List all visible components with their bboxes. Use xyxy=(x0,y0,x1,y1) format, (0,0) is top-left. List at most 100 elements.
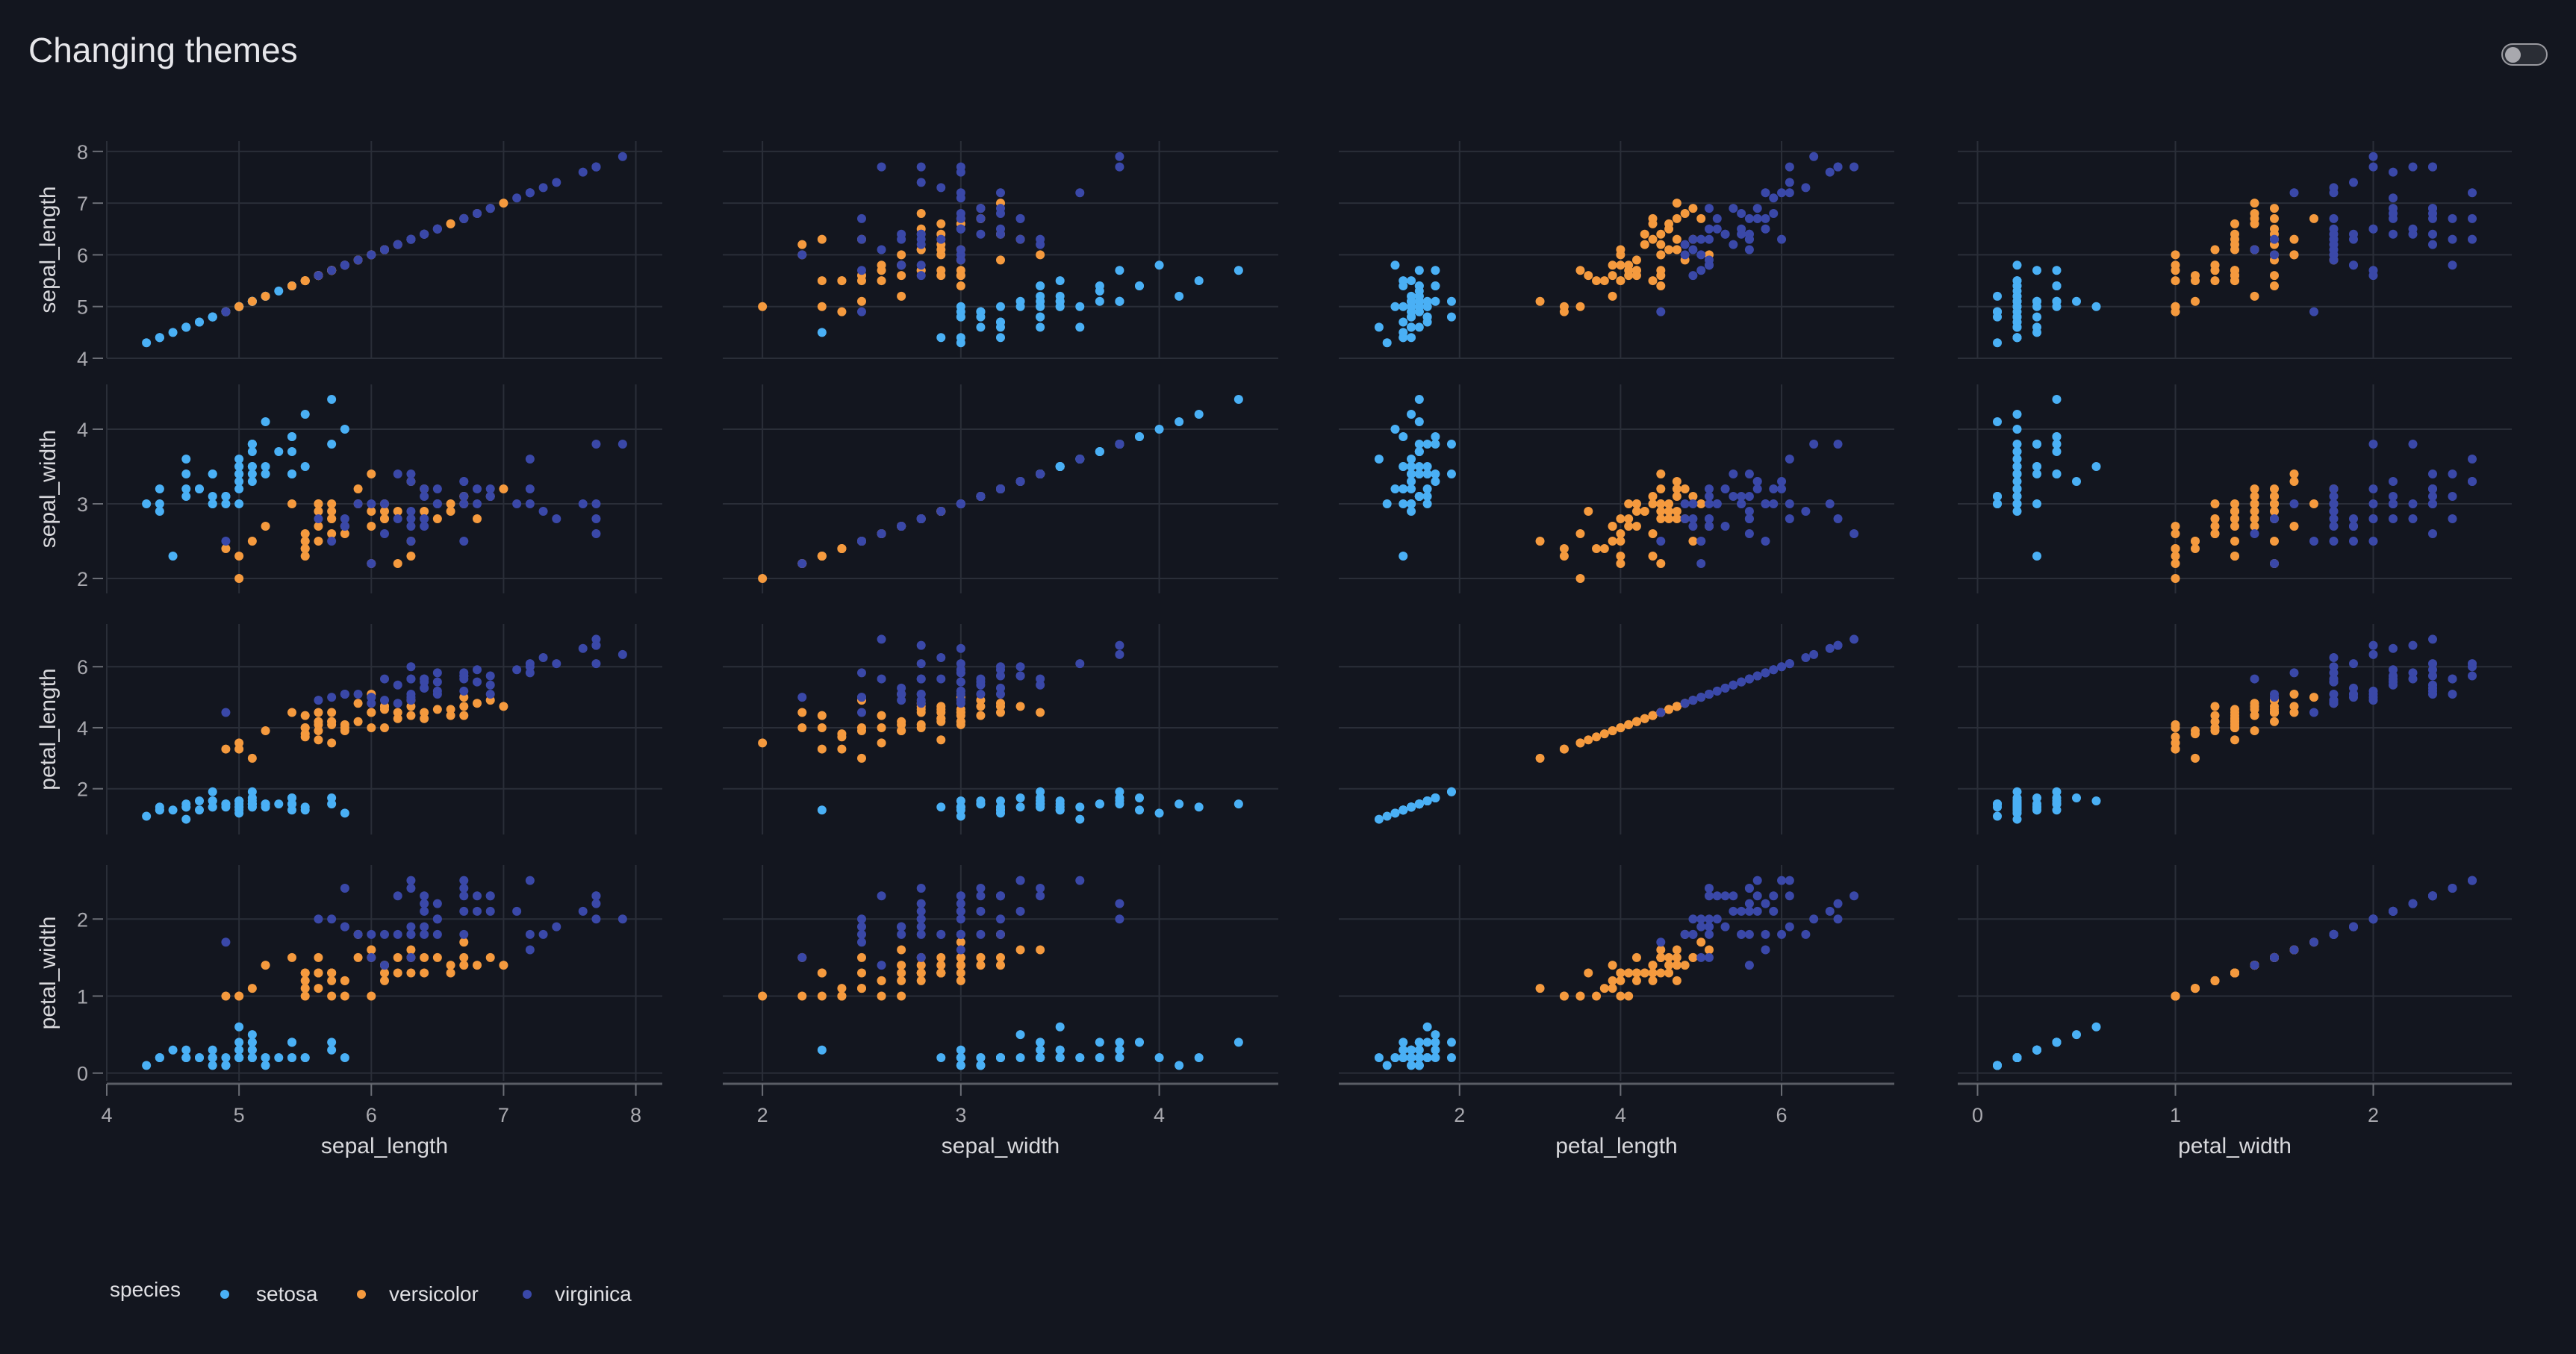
point-virginica xyxy=(2329,229,2339,239)
point-virginica xyxy=(1115,440,1124,449)
point-versicolor xyxy=(247,537,257,546)
point-virginica xyxy=(857,537,866,546)
point-virginica xyxy=(1705,883,1714,893)
point-virginica xyxy=(1752,906,1762,916)
point-virginica xyxy=(591,659,601,669)
point-setosa xyxy=(2012,447,2022,456)
point-setosa xyxy=(956,333,965,343)
point-setosa xyxy=(1993,417,2002,426)
point-setosa xyxy=(1390,1053,1400,1063)
x-tick-label: 4 xyxy=(1615,1104,1626,1126)
point-virginica xyxy=(2468,213,2477,223)
point-virginica xyxy=(1705,514,1714,523)
point-versicolor xyxy=(877,260,886,270)
point-setosa xyxy=(274,286,284,296)
point-virginica xyxy=(1115,649,1124,659)
point-versicolor xyxy=(314,522,323,531)
point-versicolor xyxy=(817,302,827,311)
point-versicolor xyxy=(314,717,323,726)
legend-label: versicolor xyxy=(389,1282,479,1305)
point-setosa xyxy=(247,1045,257,1055)
point-virginica xyxy=(857,922,866,932)
point-virginica xyxy=(1015,906,1025,916)
point-virginica xyxy=(1680,699,1690,708)
point-versicolor xyxy=(2309,693,2318,702)
point-setosa xyxy=(2032,302,2041,311)
point-versicolor xyxy=(1648,234,1658,244)
point-versicolor xyxy=(2171,559,2180,568)
point-virginica xyxy=(473,677,482,687)
point-virginica xyxy=(367,699,376,708)
point-setosa xyxy=(247,477,257,486)
point-setosa xyxy=(300,462,310,471)
point-virginica xyxy=(956,643,965,653)
point-versicolor xyxy=(857,984,866,993)
point-setosa xyxy=(1390,302,1400,311)
point-setosa xyxy=(1036,1053,1045,1063)
point-setosa xyxy=(2052,1038,2062,1047)
point-versicolor xyxy=(2171,574,2180,583)
point-versicolor xyxy=(446,499,455,508)
point-versicolor xyxy=(300,537,310,546)
point-virginica xyxy=(2428,891,2437,901)
point-virginica xyxy=(956,162,965,172)
point-setosa xyxy=(2012,499,2022,508)
point-setosa xyxy=(2012,477,2022,486)
point-virginica xyxy=(1705,922,1714,932)
point-virginica xyxy=(1705,690,1714,699)
legend-item-versicolor[interactable]: versicolor xyxy=(357,1282,479,1305)
point-versicolor xyxy=(300,984,310,993)
point-virginica xyxy=(996,914,1005,924)
point-virginica xyxy=(996,683,1005,693)
point-virginica xyxy=(552,514,561,523)
point-virginica xyxy=(1656,708,1666,717)
point-setosa xyxy=(221,1053,231,1063)
point-versicolor xyxy=(459,711,469,720)
point-virginica xyxy=(857,234,866,244)
point-virginica xyxy=(420,929,429,939)
point-versicolor xyxy=(499,484,508,493)
point-setosa xyxy=(1431,1030,1440,1040)
point-versicolor xyxy=(380,507,389,516)
point-versicolor xyxy=(2171,276,2180,286)
point-virginica xyxy=(2468,188,2477,198)
point-versicolor xyxy=(432,705,442,714)
point-setosa xyxy=(195,484,204,493)
point-virginica xyxy=(1036,883,1045,893)
point-virginica xyxy=(2250,529,2259,538)
point-setosa xyxy=(1993,492,2002,501)
point-virginica xyxy=(327,266,337,275)
legend-item-virginica[interactable]: virginica xyxy=(523,1282,632,1305)
point-setosa xyxy=(1414,1053,1424,1063)
point-versicolor xyxy=(2270,507,2279,516)
point-versicolor xyxy=(314,984,323,993)
point-virginica xyxy=(916,271,926,281)
point-versicolor xyxy=(956,281,965,290)
point-versicolor xyxy=(1616,976,1625,985)
point-virginica xyxy=(1680,240,1690,249)
point-versicolor xyxy=(1624,499,1634,508)
point-virginica xyxy=(1688,514,1698,523)
point-virginica xyxy=(327,693,337,702)
point-versicolor xyxy=(1535,296,1545,306)
point-setosa xyxy=(1446,1053,1456,1063)
point-versicolor xyxy=(1616,552,1625,561)
point-versicolor xyxy=(936,735,946,745)
point-setosa xyxy=(1036,787,1045,796)
point-setosa xyxy=(1407,462,1416,471)
point-virginica xyxy=(1785,178,1794,187)
theme-toggle[interactable] xyxy=(2501,43,2548,66)
point-virginica xyxy=(2408,499,2418,508)
point-versicolor xyxy=(1656,499,1666,508)
point-setosa xyxy=(1414,440,1424,449)
point-virginica xyxy=(976,891,986,901)
legend-item-setosa[interactable]: setosa xyxy=(220,1282,318,1305)
point-setosa xyxy=(142,811,152,821)
point-virginica xyxy=(2389,204,2398,213)
point-setosa xyxy=(1422,796,1432,806)
point-setosa xyxy=(976,322,986,332)
point-setosa xyxy=(2012,802,2022,812)
point-versicolor xyxy=(897,961,906,970)
point-setosa xyxy=(2012,410,2022,419)
